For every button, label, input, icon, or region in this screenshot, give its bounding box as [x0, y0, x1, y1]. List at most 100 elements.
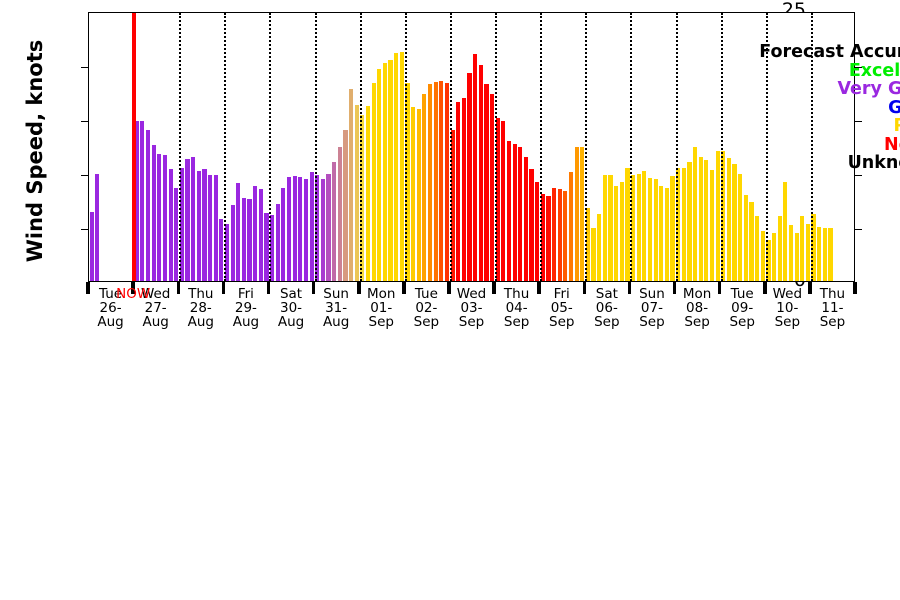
day-of-week: Sat: [595, 286, 618, 302]
bar: [771, 233, 777, 281]
bar: [805, 223, 810, 281]
bar: [348, 88, 354, 281]
bar: [817, 227, 822, 281]
day-tick: [717, 282, 722, 294]
bar: [822, 228, 827, 281]
bar: [382, 62, 387, 281]
day-gridline: [314, 13, 317, 281]
day-tick: [808, 282, 812, 294]
bar: [766, 239, 771, 281]
day-date: 11-Sep: [819, 300, 846, 330]
day-tick: [537, 282, 541, 294]
bar: [546, 195, 551, 281]
y-tick: [81, 121, 89, 122]
bar: [574, 147, 579, 281]
day-label: Wed 27-Aug: [133, 287, 178, 329]
day-tick: [492, 282, 496, 294]
bar: [270, 215, 275, 281]
bar: [394, 53, 399, 281]
y-tick: [854, 175, 862, 176]
bar: [811, 214, 816, 281]
y-axis-title: Wind Speed, knots: [23, 39, 47, 263]
bar: [529, 168, 534, 281]
bar: [557, 189, 562, 281]
bar: [168, 168, 173, 281]
bar: [140, 121, 145, 281]
bar: [207, 175, 213, 281]
day-of-week: Mon: [367, 286, 396, 302]
day-label: Sat 30-Aug: [268, 287, 313, 329]
day-tick: [176, 282, 181, 294]
bar: [523, 156, 528, 281]
day-label: Wed 10-Sep: [765, 287, 810, 329]
day-gridline: [449, 13, 452, 281]
day-gridline: [810, 13, 813, 281]
bar: [286, 177, 292, 281]
bar: [151, 144, 156, 281]
bar: [456, 101, 461, 281]
bar: [411, 107, 416, 281]
bar: [230, 205, 235, 281]
bar: [783, 181, 788, 281]
day-tick: [582, 282, 587, 294]
bar: [647, 178, 653, 281]
bar: [253, 185, 258, 281]
legend-item: Noise: [884, 134, 900, 155]
bar: [659, 185, 664, 281]
bar-series: [89, 13, 854, 281]
day-gridline: [765, 13, 768, 281]
day-of-week: Sat: [279, 286, 303, 302]
bar: [405, 83, 410, 281]
bar: [179, 167, 184, 281]
y-tick: [854, 229, 862, 230]
bar: [484, 84, 489, 281]
day-date: 04-Sep: [503, 300, 530, 330]
bar: [191, 156, 196, 281]
day-of-week: Thu: [188, 286, 214, 302]
bar: [518, 147, 523, 281]
bar: [760, 231, 765, 281]
day-label: Fri 05-Sep: [539, 287, 584, 329]
day-date: 28-Aug: [187, 300, 214, 330]
bar: [704, 160, 709, 281]
day-gridline: [630, 13, 633, 281]
bar: [670, 176, 675, 281]
bar: [416, 109, 421, 281]
day-label: Mon 01-Sep: [359, 287, 404, 329]
bar: [602, 175, 607, 281]
bar: [326, 174, 331, 281]
bar: [343, 129, 348, 281]
legend-item: Very Good: [837, 79, 900, 99]
bar: [738, 174, 743, 281]
bar: [162, 154, 168, 281]
bar: [698, 156, 703, 281]
legend: Forecast Accuracy ExcellentVery GoodGood…: [649, 43, 900, 173]
bar: [591, 228, 596, 281]
day-of-week: Tue: [414, 286, 438, 302]
bar: [664, 188, 669, 281]
day-of-week: Mon: [682, 286, 712, 302]
day-label: Wed 03-Sep: [449, 287, 494, 329]
bar: [219, 219, 224, 281]
day-of-week: Tue: [99, 286, 123, 302]
bar: [794, 233, 799, 281]
legend-item: Excellent: [848, 60, 900, 81]
bar: [681, 167, 686, 281]
bar: [202, 168, 207, 281]
day-label: Thu 04-Sep: [494, 287, 539, 329]
day-of-week: Thu: [503, 286, 530, 302]
bar: [535, 181, 540, 281]
bar: [95, 174, 100, 281]
day-date: 02-Sep: [413, 300, 440, 330]
day-label: Sun 07-Sep: [629, 287, 674, 329]
bar: [715, 151, 720, 281]
bar: [495, 117, 500, 281]
day-gridline: [404, 13, 407, 281]
day-label: Tue 26-Aug: [88, 287, 133, 329]
bar: [450, 129, 455, 281]
day-tick: [763, 282, 767, 294]
bar: [755, 216, 760, 281]
day-of-week: Fri: [237, 286, 254, 302]
day-label: Sat 06-Sep: [584, 287, 629, 329]
bar: [687, 162, 692, 281]
